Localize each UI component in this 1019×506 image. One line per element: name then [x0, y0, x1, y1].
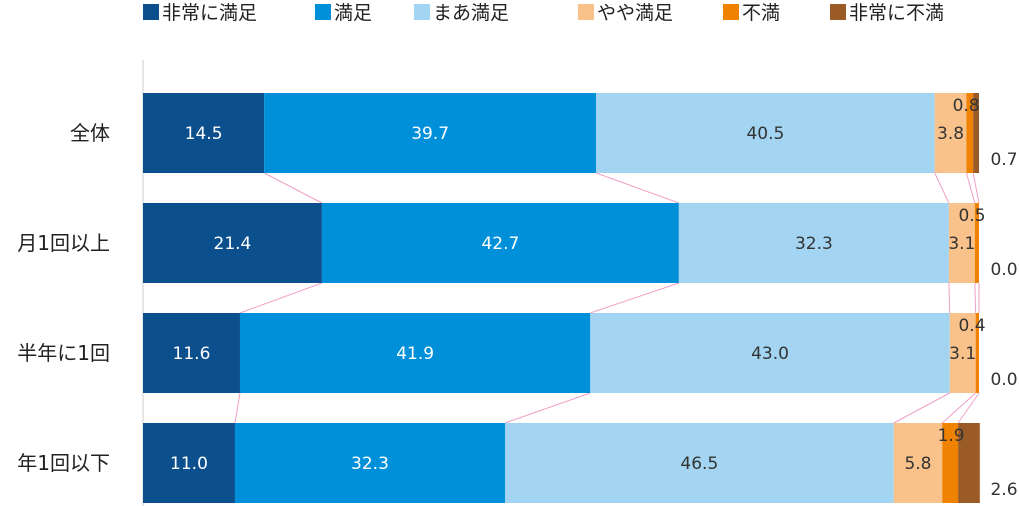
data-label: 3.1 [948, 234, 975, 254]
value-labels: 14.5 39.7 40.5 3.8 0.8 0.7 21.4 42.7 32.3 3.1 0.5 0… [170, 96, 1017, 500]
bar-segment [239, 313, 591, 393]
legend-entry: まあ満足 [433, 2, 509, 24]
data-label: 11.6 [173, 344, 211, 364]
data-label: 3.1 [949, 344, 976, 364]
legend-swatch [723, 4, 739, 20]
connector-line [948, 282, 951, 314]
data-label: 0.8 [953, 96, 980, 116]
data-label: 41.9 [396, 344, 434, 364]
connector-line [590, 282, 680, 314]
connector-line [893, 392, 950, 424]
bar-segment [143, 203, 322, 283]
legend-swatch [830, 4, 846, 20]
bar-segment [934, 93, 967, 173]
category-label: 年1回以下 [17, 451, 110, 475]
bar-segment [234, 423, 505, 503]
bar-segment [949, 313, 976, 393]
category-label: 半年に1回 [17, 341, 110, 365]
bar-segment [948, 203, 975, 283]
bar-segment [975, 313, 979, 393]
legend-entry: やや満足 [597, 2, 673, 24]
bars [143, 93, 980, 503]
data-label: 2.6 [990, 480, 1017, 500]
bar-segment [321, 203, 679, 283]
connector-line [234, 392, 241, 424]
data-label: 32.3 [351, 454, 389, 474]
data-label: 5.8 [904, 454, 931, 474]
connector-line [957, 392, 980, 424]
bar-segment [973, 93, 979, 173]
connector-line [239, 282, 323, 314]
bar-segment [678, 203, 949, 283]
connector-line [965, 172, 976, 204]
legend-swatch [315, 4, 331, 20]
legend-swatch [414, 4, 430, 20]
data-label: 1.9 [938, 426, 965, 446]
data-label: 42.7 [481, 234, 519, 254]
data-label: 46.5 [680, 454, 718, 474]
data-label: 0.0 [990, 370, 1017, 390]
data-label: 43.0 [751, 344, 789, 364]
data-label: 11.0 [170, 454, 208, 474]
legend-entry: 非常に不満 [849, 2, 944, 24]
bar-segment [590, 313, 950, 393]
data-label: 0.5 [958, 206, 985, 226]
category-label: 全体 [70, 121, 110, 145]
legend: 非常に満足 満足 まあ満足 やや満足 不満 非常に不満 [143, 2, 944, 24]
data-label: 21.4 [214, 234, 252, 254]
bar-segment [958, 423, 980, 503]
bar-segment [143, 313, 240, 393]
legend-entry: 不満 [742, 2, 780, 24]
data-label: 32.3 [795, 234, 833, 254]
bar-segment [974, 203, 979, 283]
connector-line [504, 392, 591, 424]
data-label: 14.5 [185, 124, 223, 144]
bar-segment [143, 93, 265, 173]
legend-entry: 満足 [334, 2, 372, 24]
connector-line [934, 172, 950, 204]
connector-lines [234, 172, 980, 424]
data-label: 39.7 [411, 124, 449, 144]
legend-entry: 非常に満足 [162, 2, 257, 24]
connector-line [941, 392, 976, 424]
bar-segment [143, 423, 235, 503]
connector-line [595, 172, 680, 204]
bar-segment [596, 93, 935, 173]
data-label: 3.8 [937, 124, 964, 144]
data-label: 40.5 [746, 124, 784, 144]
data-label: 0.4 [958, 316, 985, 336]
bar-segment [504, 423, 894, 503]
bar-segment [893, 423, 943, 503]
bar-segment [942, 423, 959, 503]
bar-segment [966, 93, 974, 173]
connector-line [972, 172, 980, 204]
data-label: 0.0 [990, 260, 1017, 280]
bar-segment [264, 93, 597, 173]
category-label: 月1回以上 [17, 231, 110, 255]
data-label: 0.7 [990, 150, 1017, 170]
connector-line [974, 282, 977, 314]
legend-swatch [143, 4, 159, 20]
legend-swatch [578, 4, 594, 20]
connector-line [263, 172, 323, 204]
